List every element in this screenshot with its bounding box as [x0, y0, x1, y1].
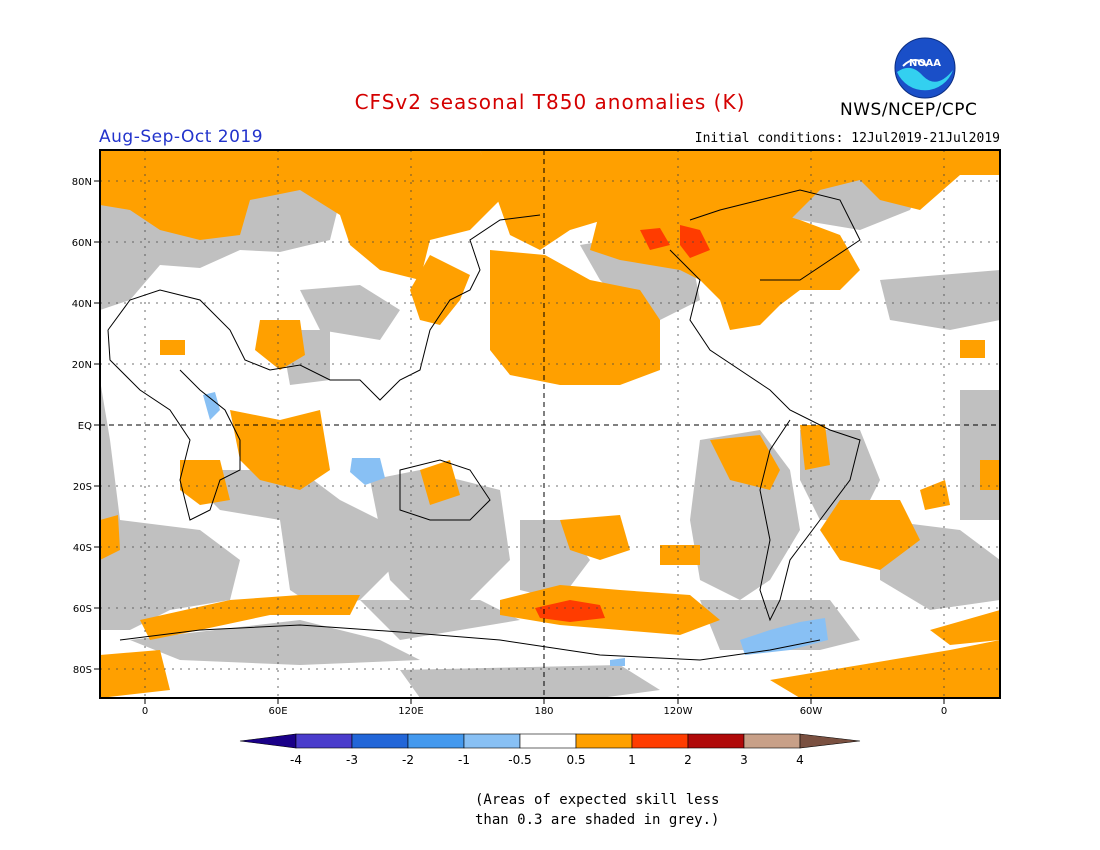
lat-label: 20S — [73, 482, 92, 493]
map-title: CFSv2 seasonal T850 anomalies (K) — [354, 90, 746, 114]
map-field — [100, 150, 1000, 698]
lon-label: 120W — [664, 706, 693, 717]
skill-footnote: (Areas of expected skill less than 0.3 ar… — [475, 790, 719, 830]
coastlines — [107, 189, 861, 661]
lon-label: 0 — [941, 706, 947, 717]
lon-label: 60E — [268, 706, 287, 717]
lon-label: 60W — [800, 706, 823, 717]
season-label: Aug-Sep-Oct 2019 — [99, 127, 264, 147]
legend-tick-label: -3 — [346, 753, 358, 767]
initial-conditions-label: Initial conditions: 12Jul2019-21Jul2019 — [694, 131, 1000, 146]
legend-swatch — [631, 733, 689, 749]
legend-swatch — [519, 733, 577, 749]
legend-arrow-high — [799, 733, 861, 749]
legend-tick-label: 3 — [740, 753, 748, 767]
warm-anomaly-areas — [100, 150, 1000, 698]
lon-label: 120E — [398, 706, 423, 717]
legend-swatch — [687, 733, 745, 749]
legend-tick-label: 2 — [684, 753, 692, 767]
legend-tick-label: 1 — [628, 753, 636, 767]
legend-tick-label: -1 — [458, 753, 470, 767]
legend-swatch — [295, 733, 353, 749]
lat-label: 40N — [72, 299, 92, 310]
legend-tick-label: -4 — [290, 753, 302, 767]
equator-dateline — [100, 150, 1000, 698]
legend-swatch — [575, 733, 633, 749]
axis-ticks — [94, 180, 945, 704]
lat-label: EQ — [78, 421, 92, 432]
lon-label: 180 — [534, 706, 553, 717]
cold-anomaly-areas — [203, 392, 828, 666]
legend-tick-label: -2 — [402, 753, 414, 767]
footnote-line: than 0.3 are shaded in grey.) — [475, 812, 720, 828]
legend-arrow-low — [239, 733, 297, 749]
strong-warm-anomaly-areas — [535, 225, 710, 622]
color-legend — [239, 733, 861, 749]
lat-label: 60N — [72, 238, 92, 249]
legend-tick-label: 0.5 — [566, 753, 585, 767]
agency-label: NWS/NCEP/CPC — [840, 100, 978, 120]
map-frame — [99, 149, 1001, 699]
legend-swatch — [743, 733, 801, 749]
noaa-logo-text: NOAA — [909, 58, 941, 69]
lon-label: 0 — [142, 706, 148, 717]
footnote-line: (Areas of expected skill less — [475, 792, 720, 808]
legend-swatch — [351, 733, 409, 749]
noaa-logo-icon: NOAA — [894, 37, 956, 99]
lat-lon-grid — [100, 150, 1000, 698]
lat-label: 80S — [73, 665, 92, 676]
lat-label: 60S — [73, 604, 92, 615]
legend-swatch — [463, 733, 521, 749]
lat-label: 20N — [72, 360, 92, 371]
legend-tick-label: 4 — [796, 753, 804, 767]
legend-tick-label: -0.5 — [508, 753, 531, 767]
lat-label: 80N — [72, 177, 92, 188]
lat-label: 40S — [73, 543, 92, 554]
legend-swatch — [407, 733, 465, 749]
